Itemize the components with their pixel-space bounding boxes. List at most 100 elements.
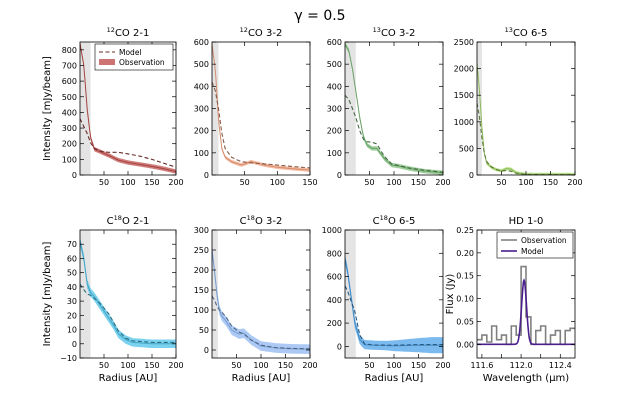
- legend-model-label: Model: [521, 247, 544, 256]
- x-tick-label: 150: [144, 361, 159, 370]
- y-tick-label: 500: [459, 144, 474, 153]
- observation-line: [80, 43, 176, 173]
- panel-pc18o21: −10 0 10 20 30 40 50 60 70 50 100 150 200 C18O 2-1 Int…: [42, 214, 184, 384]
- x-tick-label: 50: [364, 178, 374, 187]
- model-line: [212, 81, 310, 169]
- x-tick-label: 111.6: [470, 361, 493, 370]
- panel-pc18o32: 0 50 100 150 200 250 300 50 100 150 200 C18O 3-2 Rad…: [194, 214, 318, 384]
- y-tick-label: 1000: [454, 118, 474, 127]
- y-tick-label: 800: [327, 249, 342, 258]
- plot-area: [477, 265, 575, 346]
- model-line: [80, 283, 176, 343]
- x-tick-label: 100: [253, 361, 268, 370]
- y-tick-label: 200: [327, 127, 342, 136]
- panel-title: C18O 3-2: [240, 214, 283, 227]
- y-tick-label: 400: [62, 108, 77, 117]
- x-tick-label: 50: [99, 178, 109, 187]
- y-tick-label: 100: [62, 155, 77, 164]
- y-tick-label: 60: [67, 254, 77, 263]
- y-tick-label: 100: [327, 149, 342, 158]
- y-tick-label: 30: [67, 297, 77, 306]
- x-tick-label: 150: [411, 361, 426, 370]
- y-tick-label: 500: [194, 60, 209, 69]
- y-tick-label: 100: [194, 149, 209, 158]
- panel-title: 13CO 6-5: [505, 26, 548, 39]
- observation-band: [477, 61, 575, 175]
- y-tick-label: 200: [194, 266, 209, 275]
- plot-area: [345, 42, 443, 175]
- y-tick-label: 300: [62, 124, 77, 133]
- y-tick-label: 600: [327, 38, 342, 47]
- y-tick-label: 300: [327, 105, 342, 114]
- y-tick-label: −10: [60, 354, 77, 363]
- y-tick-label: 0: [72, 340, 77, 349]
- y-tick-label: 300: [194, 226, 209, 235]
- panel-p13co32: 0 100 200 300 400 500 600 50 100 150 200 13CO 3-2: [327, 26, 451, 187]
- x-tick-label: 50: [496, 178, 506, 187]
- y-tick-label: 0: [469, 171, 474, 180]
- y-tick-label: 50: [199, 326, 209, 335]
- panel-p12co21: 0 100 200 300 400 500 600 700 800 50 100 150 200 12CO…: [42, 26, 184, 187]
- observation-line: [212, 44, 310, 171]
- x-tick-label: 150: [278, 361, 293, 370]
- legend-box: [496, 231, 574, 259]
- x-axis-label: Radius [AU]: [99, 373, 158, 384]
- plot-area: [80, 230, 176, 358]
- y-tick-label: 150: [194, 286, 209, 295]
- y-tick-label: 600: [62, 77, 77, 86]
- observation-line: [477, 63, 575, 175]
- model-line: [80, 118, 176, 168]
- panel-title: 12CO 2-1: [107, 26, 150, 39]
- panel-title: HD 1-0: [509, 216, 544, 227]
- y-tick-label: 2500: [454, 38, 474, 47]
- y-axis-label: Intensity [mJy/beam]: [42, 241, 53, 346]
- figure-title: γ = 0.5: [294, 8, 345, 24]
- legend-observation-swatch: [99, 59, 115, 65]
- y-tick-label: 10: [67, 326, 77, 335]
- panel-pc18o65: 0 200 400 600 800 1000 50 100 150 200 C18O 6-5 Radi…: [322, 214, 451, 384]
- panel-phd10: 0.00 0.05 0.10 0.15 0.20 0.25 111.6 112.0 112.4 H…: [445, 216, 576, 384]
- axes-frame: [476, 41, 576, 176]
- y-tick-label: 400: [327, 82, 342, 91]
- model-line: [212, 295, 310, 350]
- observation-band: [80, 237, 176, 348]
- legend-box: [94, 43, 174, 71]
- x-tick-label: 100: [270, 178, 285, 187]
- x-tick-label: 150: [543, 178, 558, 187]
- y-tick-label: 500: [327, 60, 342, 69]
- y-tick-label: 0: [72, 171, 77, 180]
- panel-title: 12CO 3-2: [240, 26, 283, 39]
- observation-band: [345, 254, 443, 354]
- y-tick-label: 2000: [454, 65, 474, 74]
- x-tick-label: 50: [364, 361, 374, 370]
- axes-frame: [344, 41, 444, 176]
- legend-observation-label: Observation: [119, 58, 165, 67]
- inner-region-shade: [212, 230, 218, 358]
- x-axis-label: Radius [AU]: [232, 373, 291, 384]
- y-tick-label: 250: [194, 246, 209, 255]
- observation-band: [212, 42, 310, 172]
- axes-frame: [211, 41, 311, 176]
- x-tick-label: 150: [302, 178, 317, 187]
- x-tick-label: 200: [435, 178, 450, 187]
- x-tick-label: 200: [302, 361, 317, 370]
- y-tick-label: 40: [67, 283, 77, 292]
- inner-region-shade: [80, 230, 91, 358]
- y-tick-label: 0.05: [456, 317, 474, 326]
- y-tick-label: 0.25: [456, 226, 474, 235]
- plot-area: [212, 230, 310, 358]
- x-tick-label: 100: [120, 178, 135, 187]
- x-tick-label: 200: [168, 361, 183, 370]
- x-tick-label: 112.4: [549, 361, 572, 370]
- y-tick-label: 50: [67, 269, 77, 278]
- plot-area: [212, 42, 310, 175]
- y-tick-label: 600: [327, 273, 342, 282]
- inner-region-shade: [80, 42, 91, 175]
- y-tick-label: 600: [194, 38, 209, 47]
- panel-title: C18O 6-5: [373, 214, 416, 227]
- axes-frame: [211, 229, 311, 359]
- x-axis-label: Wavelength (μm): [483, 373, 570, 384]
- y-tick-label: 0.15: [456, 272, 474, 281]
- x-tick-label: 100: [120, 361, 135, 370]
